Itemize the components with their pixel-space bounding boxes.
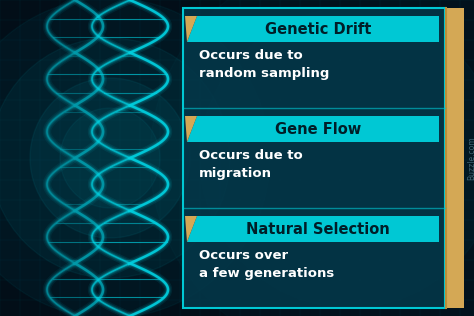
Bar xyxy=(183,8,445,308)
Text: Genetic Drift: Genetic Drift xyxy=(265,21,371,37)
Text: Buzzle.com: Buzzle.com xyxy=(467,136,474,180)
Polygon shape xyxy=(187,116,439,142)
Text: Occurs due to
migration: Occurs due to migration xyxy=(199,149,303,179)
Polygon shape xyxy=(185,116,197,142)
Text: Occurs due to
random sampling: Occurs due to random sampling xyxy=(199,49,329,80)
Circle shape xyxy=(30,78,190,238)
Bar xyxy=(183,8,445,308)
Text: Occurs over
a few generations: Occurs over a few generations xyxy=(199,249,334,279)
Circle shape xyxy=(0,38,230,278)
Polygon shape xyxy=(187,216,439,242)
Circle shape xyxy=(60,108,160,208)
Text: Gene Flow: Gene Flow xyxy=(275,121,361,137)
Circle shape xyxy=(0,0,270,316)
Circle shape xyxy=(150,0,474,316)
Bar xyxy=(446,8,464,308)
Text: Natural Selection: Natural Selection xyxy=(246,222,390,236)
Polygon shape xyxy=(185,216,197,242)
Polygon shape xyxy=(185,16,197,42)
Polygon shape xyxy=(187,16,439,42)
Circle shape xyxy=(200,8,474,308)
